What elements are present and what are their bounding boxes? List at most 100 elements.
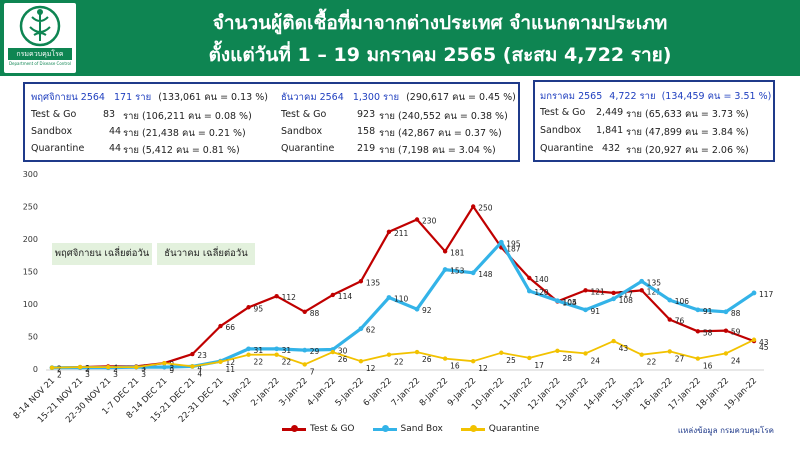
data-label: 16 [450,362,460,371]
series-line [51,338,755,369]
data-label: 91 [703,307,713,316]
data-point [190,364,195,369]
data-label: 105 [562,298,577,307]
data-label: 43 [759,338,769,347]
jan-row-label: Sandbox [540,125,582,136]
data-point [414,349,420,355]
data-point [386,352,392,357]
data-point [246,305,251,310]
nov-head-value: 171 ราย [114,92,152,103]
data-label: 12 [225,358,235,367]
data-label: 9 [169,366,174,375]
data-label: 135 [647,278,662,287]
jan-row-value: 2,449 [596,107,624,118]
data-point [218,323,223,329]
jan-row-detail: ราย (47,899 คน = 3.84 %) [626,127,749,138]
legend-label-testgo: Test & GO [310,424,355,434]
x-tick-label: 8-Jan-22 [418,376,450,408]
logo-name: กรมควบคุมโรค [8,48,72,60]
nov-row-value: 44 [109,143,122,154]
data-label: 117 [759,290,774,299]
dec-row-label: Test & Go [281,109,327,120]
data-point [162,360,167,366]
series-line [52,240,755,370]
data-label: 120 [534,288,549,297]
jan-head-value: 4,722 ราย [609,91,656,102]
data-point [358,279,364,284]
data-label: 88 [731,309,741,318]
data-point [77,364,83,370]
data-label: 24 [591,356,601,365]
jan-head-detail: (134,459 คน = 3.51 %) [661,91,772,102]
stats-box-nov-dec: พฤศจิกายน 2564 171 ราย (133,061 คน = 0.1… [23,82,520,162]
y-tick-label: 200 [23,235,38,244]
data-point [555,298,560,304]
ddc-logo: กรมควบคุมโรค Department of Disease Contr… [4,3,76,73]
data-label: 58 [703,328,713,337]
data-point [695,356,701,361]
data-label: 95 [254,304,264,313]
data-label: 114 [338,292,353,301]
data-label: 121 [647,287,662,296]
data-label: 29 [310,347,320,356]
source-note: แหล่งข้อมูล กรมควบคุมโรค [677,426,774,435]
data-point [695,329,701,334]
data-label: 230 [422,217,437,226]
data-label: 3 [85,370,90,379]
data-point [161,364,167,370]
nov-row-detail: ราย (106,211 คน = 0.08 %) [123,111,252,122]
data-point [302,309,307,314]
data-point [471,359,476,364]
data-point [723,328,729,333]
nov-row-label: Test & Go [31,109,77,120]
data-point [414,306,420,312]
x-tick-label: 2-Jan-22 [249,376,281,408]
data-label: 43 [619,344,629,353]
data-label: 4 [197,369,202,378]
data-point [218,359,223,365]
data-label: 2 [85,365,90,374]
y-tick-label: 150 [23,268,38,277]
data-label: 121 [591,287,606,296]
nov-row-value: 44 [109,126,122,137]
data-label: 22 [282,358,292,367]
data-point [527,275,532,281]
data-point [274,294,279,299]
data-point [190,351,195,357]
dec-row-detail: ราย (42,867 คน = 0.37 %) [379,128,502,139]
data-label: 22 [647,358,657,367]
jan-row-detail: ราย (65,633 คน = 3.73 %) [626,109,749,120]
data-point [611,290,616,296]
data-point [751,337,757,342]
data-label: 31 [254,346,264,355]
dec-row-label: Sandbox [281,126,323,137]
nov-row-value: 83 [103,109,116,120]
data-point [498,239,504,245]
data-label: 45 [759,343,769,352]
x-tick-label: 5-Jan-22 [334,376,366,408]
data-point [611,296,616,302]
data-label: 148 [478,270,493,279]
data-label: 211 [394,229,409,238]
data-label: 3 [141,370,146,379]
data-point [639,352,644,357]
data-label: 3 [169,364,174,373]
dec-row-detail: ราย (7,198 คน = 3.04 %) [379,145,496,156]
page-subtitle: ตั้งแต่วันที่ 1 – 19 มกราคม 2565 (สะสม 4… [208,44,672,66]
y-tick-label: 250 [23,203,38,212]
nov-row-label: Quarantine [31,143,85,154]
data-label: 92 [422,306,432,315]
data-label: 106 [675,297,690,306]
data-label: 26 [422,355,432,364]
jan-head-row: มกราคม 2565 4,722 ราย (134,459 คน = 3.51… [540,89,771,104]
data-point [134,364,139,370]
dec-row-value: 923 [357,109,376,120]
data-label: 4 [197,363,202,372]
dec-row-value: 219 [357,143,376,154]
y-tick-label: 0 [33,365,38,374]
legend-swatch-quarantine [460,425,485,432]
period-label-nov: พฤศจิกายน เฉลี่ยต่อวัน [52,243,152,265]
jan-row-label: Test & Go [540,107,586,118]
chart-legend: Test & GO Sand Box Quarantine [282,424,539,434]
